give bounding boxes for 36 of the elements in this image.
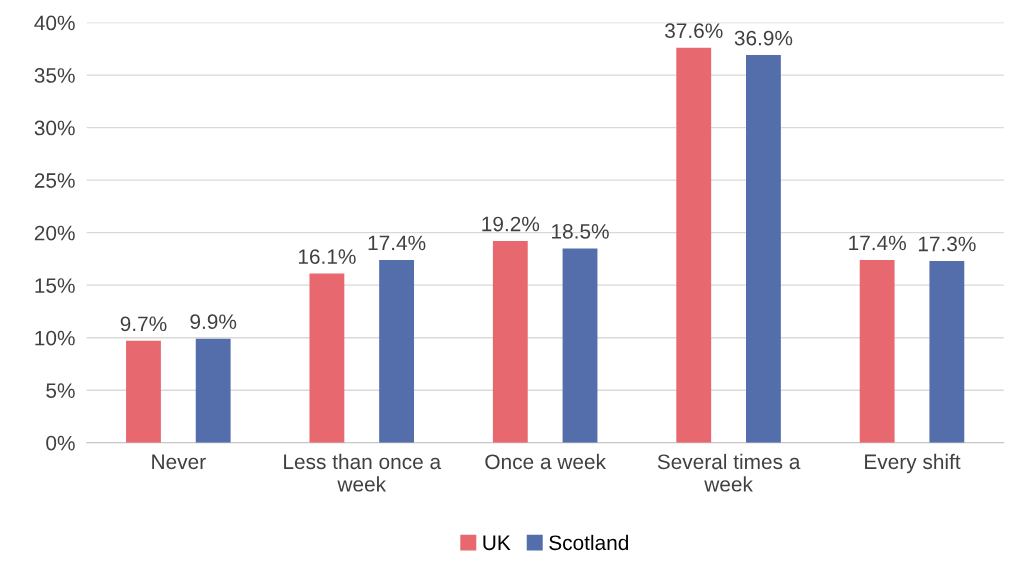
x-tick-label: Less than once a week xyxy=(284,453,442,492)
bar xyxy=(126,340,161,443)
bar xyxy=(562,248,598,443)
bar xyxy=(309,273,345,443)
bar xyxy=(929,261,965,443)
y-tick-label: 0% xyxy=(46,435,75,451)
data-label: 17.3% xyxy=(918,236,976,252)
x-tick-label: Once a week xyxy=(485,453,606,470)
bar xyxy=(676,47,712,443)
bar xyxy=(195,338,231,443)
data-label: 19.2% xyxy=(482,216,540,232)
data-label: 17.4% xyxy=(368,235,426,251)
data-label: 16.1% xyxy=(298,249,356,264)
data-label: 18.5% xyxy=(552,223,609,239)
bar xyxy=(379,259,415,443)
y-tick-label: 10% xyxy=(35,330,75,346)
legend-label: UK xyxy=(483,535,511,551)
y-tick-label: 15% xyxy=(35,278,75,293)
y-tick-label: 5% xyxy=(46,383,75,398)
y-tick-label: 25% xyxy=(34,173,75,188)
y-tick-label: 20% xyxy=(34,225,75,241)
data-label: 36.9% xyxy=(734,30,793,46)
data-label: 9.7% xyxy=(120,316,167,332)
bar xyxy=(492,241,528,443)
data-label: 9.9% xyxy=(190,314,237,330)
data-label: 17.4% xyxy=(849,235,906,251)
x-tick-label: Never xyxy=(152,454,206,470)
x-tick-label: Several times a week xyxy=(657,453,801,492)
y-tick-label: 35% xyxy=(34,68,75,83)
y-tick-label: 30% xyxy=(34,120,75,136)
bar xyxy=(859,259,895,443)
legend-label: Scotland xyxy=(549,534,628,551)
x-tick-label: Every shift xyxy=(865,453,961,474)
y-tick-label: 40% xyxy=(34,15,75,31)
bar xyxy=(746,55,781,443)
data-label: 37.6% xyxy=(664,23,723,39)
